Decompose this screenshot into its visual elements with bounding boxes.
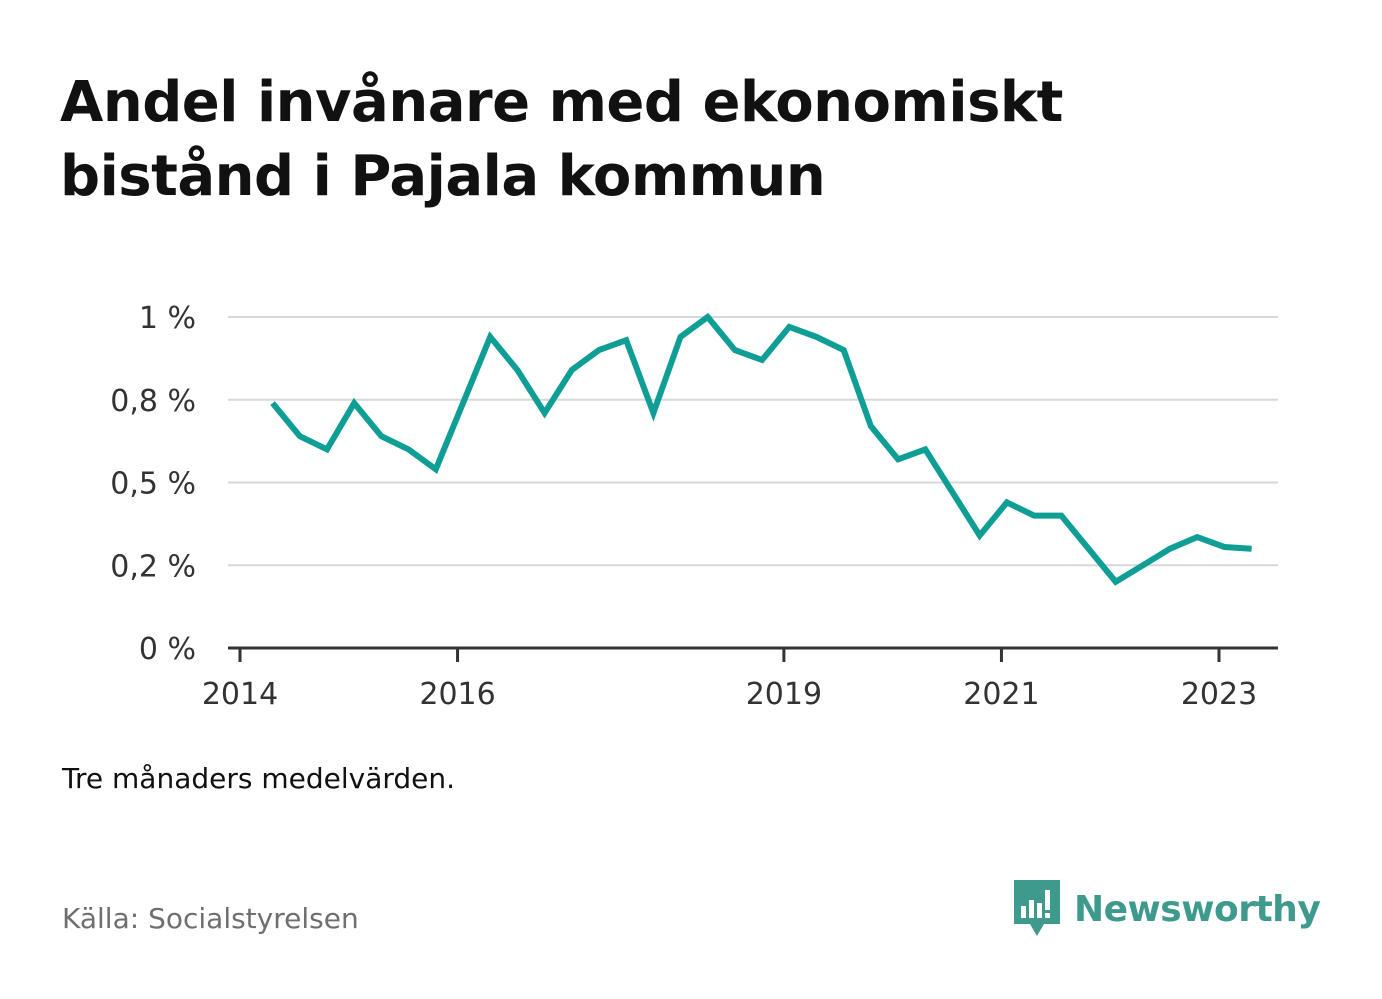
- newsworthy-logo: Newsworthy: [1012, 878, 1321, 940]
- data-point: [1058, 513, 1064, 519]
- data-point: [759, 357, 765, 363]
- y-axis-labels: 0 % 0,2 % 0,5 % 0,8 % 1 %: [110, 301, 196, 667]
- x-tick-label: 2014: [202, 677, 278, 712]
- data-point: [542, 410, 548, 416]
- data-point: [650, 410, 656, 416]
- data-point: [297, 433, 303, 439]
- data-point: [705, 314, 711, 320]
- data-point: [1085, 546, 1091, 552]
- data-point: [841, 347, 847, 353]
- series-line: [270, 312, 1252, 586]
- data-point: [324, 446, 330, 452]
- data-point: [922, 446, 928, 452]
- data-point: [433, 466, 439, 472]
- y-tick-label: 0 %: [139, 632, 196, 667]
- data-point: [1140, 562, 1146, 568]
- data-point: [1221, 544, 1227, 550]
- data-point: [623, 337, 629, 343]
- data-point: [406, 446, 412, 452]
- data-point: [460, 400, 466, 406]
- data-point: [514, 367, 520, 373]
- data-point: [895, 456, 901, 462]
- data-point: [351, 400, 357, 406]
- x-tick-label: 2016: [419, 677, 495, 712]
- source-label: Källa: Socialstyrelsen: [62, 902, 359, 935]
- data-point: [786, 324, 792, 330]
- data-point: [678, 334, 684, 340]
- data-point: [1167, 546, 1173, 552]
- data-point: [1194, 534, 1200, 540]
- data-series: [270, 312, 1255, 586]
- chart-note: Tre månaders medelvärden.: [62, 762, 456, 795]
- x-tick-label: 2019: [746, 677, 822, 712]
- data-point: [487, 334, 493, 340]
- data-point: [378, 433, 384, 439]
- data-point: [596, 347, 602, 353]
- data-point: [949, 489, 955, 495]
- title-line-1: Andel invånare med ekonomiskt: [60, 70, 1063, 135]
- x-axis: 2014 2016 2019 2021 2023: [202, 646, 1278, 712]
- data-point: [270, 400, 276, 406]
- newsworthy-logo-icon: [1014, 880, 1060, 936]
- data-point: [868, 423, 874, 429]
- data-point: [1004, 499, 1010, 505]
- brand-name: Newsworthy: [1074, 888, 1321, 930]
- x-tick-label: 2021: [963, 677, 1039, 712]
- data-point: [569, 367, 575, 373]
- data-point: [1031, 513, 1037, 519]
- y-tick-label: 0,8 %: [110, 384, 196, 419]
- chart-title: Andel invånare med ekonomiskt bistånd i …: [60, 66, 1320, 214]
- y-tick-label: 0,5 %: [110, 467, 196, 502]
- y-tick-label: 1 %: [139, 301, 196, 336]
- data-point: [1113, 579, 1119, 585]
- x-tick-label: 2023: [1181, 677, 1257, 712]
- data-point: [814, 334, 820, 340]
- data-point: [977, 532, 983, 538]
- title-line-2: bistånd i Pajala kommun: [60, 144, 826, 209]
- data-point: [732, 347, 738, 353]
- data-point: [1249, 546, 1255, 552]
- y-tick-label: 0,2 %: [110, 549, 196, 584]
